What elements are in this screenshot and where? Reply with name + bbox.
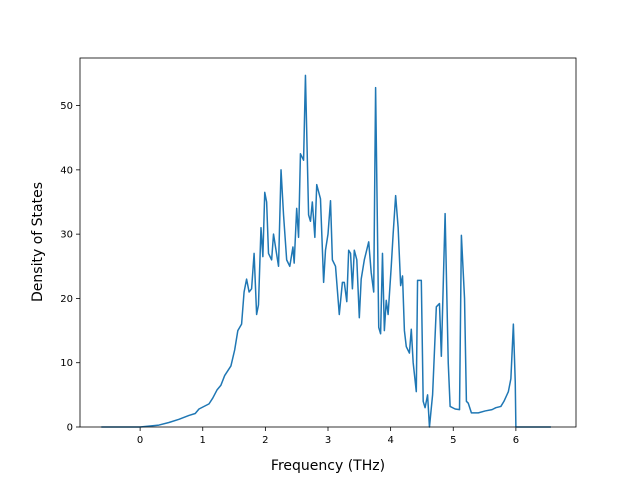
x-tick-label: 2 [262, 435, 268, 446]
y-tick-label: 20 [60, 294, 73, 305]
y-tick-label: 0 [67, 423, 73, 434]
x-tick-label: 4 [387, 435, 393, 446]
y-axis-label: Density of States [30, 182, 46, 302]
y-tick-label: 50 [60, 101, 73, 112]
x-tick-label: 3 [325, 435, 331, 446]
data-line [101, 74, 551, 428]
x-tick-label: 5 [450, 435, 456, 446]
x-axis-label: Frequency (THz) [271, 458, 385, 474]
x-tick-label: 1 [200, 435, 206, 446]
y-tick-label: 30 [60, 230, 73, 241]
x-tick-label: 0 [137, 435, 143, 446]
y-tick-label: 10 [60, 358, 73, 369]
y-tick-label: 40 [60, 165, 73, 176]
plot-frame [79, 57, 577, 428]
x-tick-label: 6 [513, 435, 519, 446]
